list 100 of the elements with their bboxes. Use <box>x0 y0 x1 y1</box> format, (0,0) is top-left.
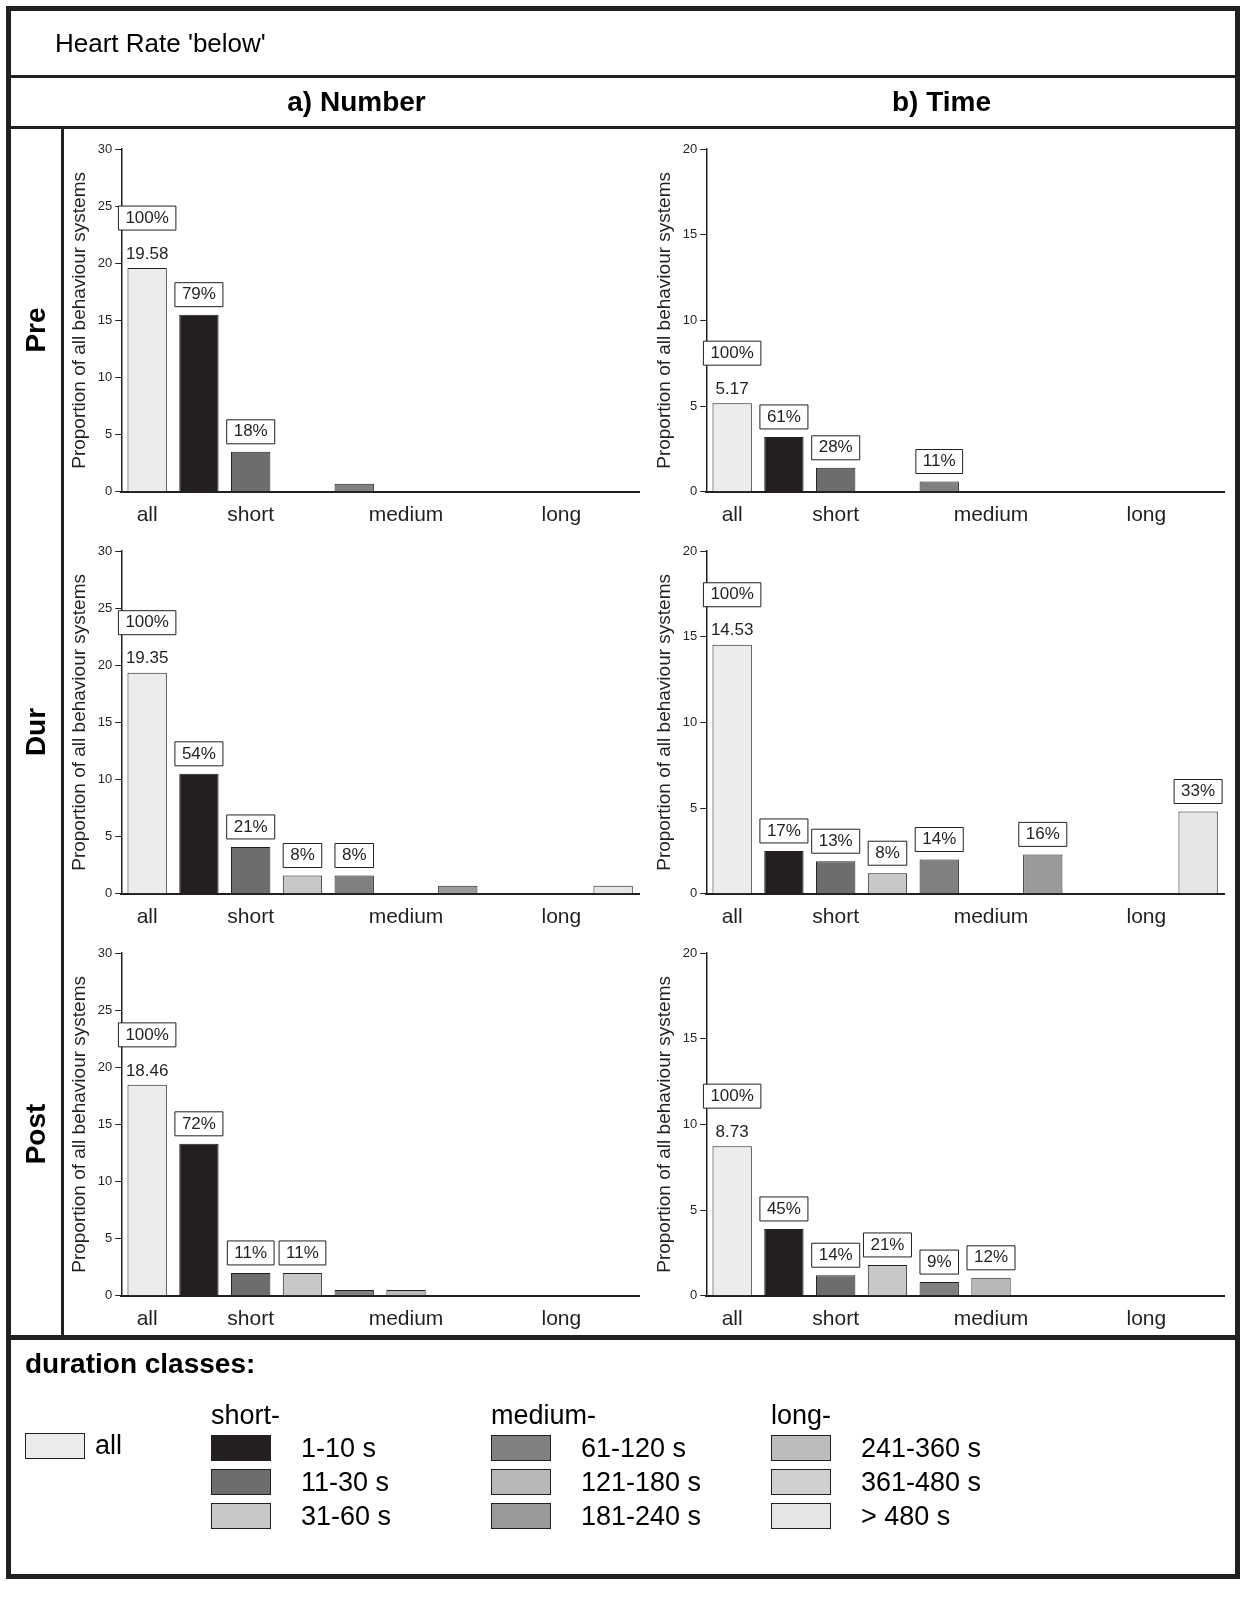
text: Heart Rate 'below' <box>11 11 1235 78</box>
x-tick-label: medium <box>953 1306 1029 1330</box>
x-tick-label: all <box>136 1306 158 1330</box>
x-tick-label: all <box>721 502 743 526</box>
y-tick-label: 30 <box>97 542 113 558</box>
x-tick-label: medium <box>368 502 444 526</box>
x-tick-label: long <box>541 904 582 928</box>
x-tick-label: all <box>721 904 743 928</box>
x-tick-label: all <box>136 904 158 928</box>
annotation: 11% <box>922 451 956 471</box>
text: long- <box>771 1400 833 1431</box>
legend-label: 61-120 s <box>581 1432 687 1464</box>
annotation: 12% <box>974 1247 1009 1267</box>
annotation: 14% <box>922 829 957 849</box>
annotation: 8% <box>875 842 900 862</box>
annotation: 100% <box>125 207 169 227</box>
legend-label: 241-360 s <box>861 1432 982 1464</box>
x-tick-label: medium <box>953 904 1029 928</box>
chart-title: b) Time <box>890 85 993 119</box>
x-tick-label: all <box>721 1306 743 1330</box>
x-tick-label: long <box>541 1306 582 1330</box>
y-tick-label: 0 <box>105 483 113 499</box>
y-axis-title: Proportion of all behaviour systems <box>652 976 674 1273</box>
annotation: 9% <box>926 1251 952 1271</box>
y-tick-label: 15 <box>682 226 698 242</box>
annotation: 33% <box>1181 781 1216 801</box>
y-tick-label: 5 <box>690 1201 698 1217</box>
annotation: 45% <box>766 1198 801 1218</box>
annotation: 18% <box>233 421 268 441</box>
y-tick-label: 10 <box>682 1115 698 1131</box>
legend-label: 121-180 s <box>581 1466 702 1498</box>
y-tick-label: 0 <box>690 885 698 901</box>
x-tick-label: all <box>136 502 158 526</box>
y-tick-label: 20 <box>682 542 698 558</box>
x-tick-label: short <box>227 904 275 928</box>
text: medium- <box>491 1400 598 1431</box>
data-label: 18.46 <box>125 1060 169 1080</box>
y-tick-label: 30 <box>97 944 113 960</box>
y-tick-label: 5 <box>690 799 698 815</box>
legend-label: all <box>95 1430 123 1461</box>
annotation: 21% <box>870 1234 905 1254</box>
x-tick-label: medium <box>368 1306 444 1330</box>
annotation: 11% <box>234 1242 268 1262</box>
annotation: 100% <box>125 1024 169 1044</box>
y-tick-label: 5 <box>105 828 113 844</box>
y-tick-label: 25 <box>97 197 113 213</box>
chart-title: a) Number <box>286 85 427 119</box>
y-tick-label: 10 <box>97 369 113 385</box>
y-tick-label: 15 <box>682 628 698 644</box>
data-label: 19.58 <box>125 243 169 263</box>
y-axis-title: Proportion of all behaviour systems <box>67 172 89 469</box>
y-tick-label: 20 <box>97 656 113 672</box>
y-tick-label: 10 <box>97 1173 113 1189</box>
y-tick-label: 15 <box>97 1115 113 1131</box>
legend-label: 181-240 s <box>581 1500 702 1532</box>
annotation: 54% <box>181 743 216 763</box>
y-tick-label: 0 <box>105 885 113 901</box>
text: Pre <box>20 307 52 353</box>
x-tick-label: medium <box>368 904 444 928</box>
annotation: 72% <box>181 1113 216 1133</box>
y-axis-title: Proportion of all behaviour systems <box>652 172 674 469</box>
legend-title: duration classes: <box>25 1348 257 1380</box>
text: Post <box>20 1103 52 1165</box>
annotation: 16% <box>1025 824 1060 844</box>
y-tick-label: 5 <box>690 397 698 413</box>
legend-label: 361-480 s <box>861 1466 982 1498</box>
x-tick-label: medium <box>953 502 1029 526</box>
y-tick-label: 15 <box>97 713 113 729</box>
annotation: 21% <box>233 816 268 836</box>
annotation: 61% <box>766 406 801 426</box>
annotation: 11% <box>286 1242 319 1262</box>
annotation: 13% <box>818 830 853 850</box>
x-tick-label: long <box>541 502 582 526</box>
y-axis-title: Proportion of all behaviour systems <box>67 976 89 1273</box>
x-tick-label: long <box>1126 904 1167 928</box>
annotation: 28% <box>818 437 853 457</box>
annotation: 8% <box>341 845 367 865</box>
annotation: 100% <box>710 342 754 362</box>
data-label: 19.35 <box>125 648 169 668</box>
y-tick-label: 15 <box>682 1030 698 1046</box>
annotation: 17% <box>766 820 801 840</box>
text: short- <box>211 1400 282 1431</box>
x-tick-label: long <box>1126 1306 1167 1330</box>
text: Dur <box>19 707 52 757</box>
y-axis-title: Proportion of all behaviour systems <box>67 574 89 871</box>
y-tick-label: 5 <box>105 1230 113 1246</box>
y-tick-label: 15 <box>97 311 113 327</box>
y-tick-label: 0 <box>690 1287 698 1303</box>
y-tick-label: 30 <box>97 140 113 156</box>
y-tick-label: 10 <box>682 311 698 327</box>
data-label: 5.17 <box>715 378 749 398</box>
annotation: 8% <box>290 845 315 865</box>
x-tick-label: short <box>812 904 860 928</box>
y-tick-label: 5 <box>105 426 113 442</box>
y-tick-label: 20 <box>682 944 698 960</box>
y-tick-label: 10 <box>682 713 698 729</box>
y-tick-label: 25 <box>97 1001 113 1017</box>
x-tick-label: short <box>812 1306 860 1330</box>
annotation: 100% <box>710 1085 754 1105</box>
legend-label: 1-10 s <box>301 1432 377 1464</box>
